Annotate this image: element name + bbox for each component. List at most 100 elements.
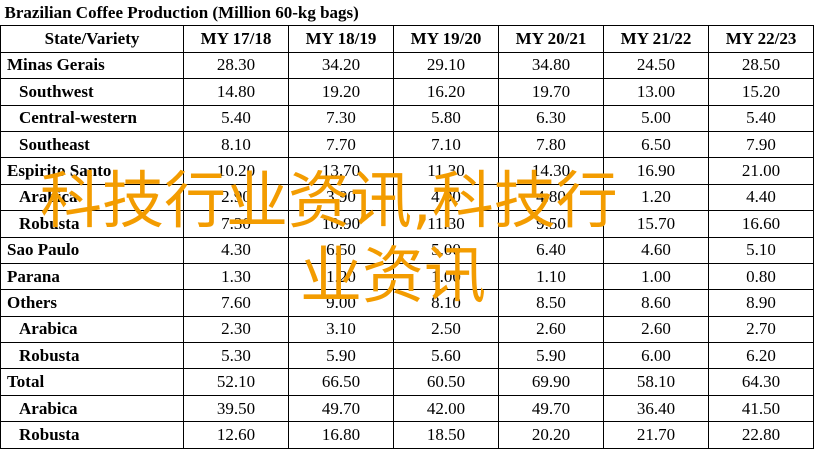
value-cell: 5.10 (707, 236, 814, 264)
value-cell: 5.40 (183, 104, 289, 132)
row-label: Minas Gerais (0, 51, 184, 80)
data-row: Robusta 7.30 10.90 11.30 9.50 15.70 16.60 (0, 210, 814, 238)
value-cell: 8.50 (498, 289, 604, 317)
value-cell: 13.70 (288, 157, 394, 185)
value-cell: 4.80 (498, 183, 604, 212)
value-cell: 7.30 (288, 104, 394, 132)
row-label: Parana (0, 262, 184, 291)
value-cell: 12.60 (183, 421, 289, 449)
value-cell: 28.30 (183, 51, 289, 80)
value-cell: 7.80 (498, 130, 604, 159)
value-cell: 5.60 (393, 342, 499, 370)
value-cell: 64.30 (707, 368, 814, 396)
value-cell: 6.30 (498, 104, 604, 132)
value-cell: 1.30 (183, 262, 289, 291)
value-cell: 6.40 (498, 236, 604, 264)
value-cell: 8.90 (707, 289, 814, 317)
row-label: Sao Paulo (0, 236, 184, 264)
value-cell: 8.10 (393, 289, 499, 317)
value-cell: 19.20 (288, 78, 394, 106)
value-cell: 49.70 (288, 394, 394, 423)
title-row: Brazilian Coffee Production (Million 60-… (0, 0, 814, 27)
value-cell: 16.90 (603, 157, 709, 185)
row-label: Others (0, 289, 184, 317)
value-cell: 5.80 (393, 104, 499, 132)
header-row: State/Variety MY 17/18 MY 18/19 MY 19/20 MY … (0, 25, 814, 53)
value-cell: 1.00 (393, 262, 499, 291)
header-cell: MY 21/22 (603, 25, 709, 53)
value-cell: 42.00 (393, 394, 499, 423)
value-cell: 3.10 (288, 315, 394, 344)
value-cell: 7.90 (707, 130, 814, 159)
row-label: Southeast (0, 130, 184, 159)
data-row: Parana 1.30 1.20 1.00 1.10 1.00 0.80 (0, 262, 814, 291)
value-cell: 14.30 (498, 157, 604, 185)
value-cell: 6.50 (603, 130, 709, 159)
table-title: Brazilian Coffee Production (Million 60-… (0, 0, 814, 27)
value-cell: 15.70 (603, 210, 709, 238)
data-row: Espirito Santo 10.20 13.70 11.30 14.30 16.90 2… (0, 157, 814, 185)
data-row: Southeast 8.10 7.70 7.10 7.80 6.50 7.90 (0, 130, 814, 159)
value-cell: 13.00 (603, 78, 709, 106)
data-row: Arabica 2.90 3.90 4.00 4.80 1.20 4.40 (0, 183, 814, 212)
value-cell: 18.50 (393, 421, 499, 449)
data-row: Robusta 12.60 16.80 18.50 20.20 21.70 22.80 (0, 421, 814, 449)
value-cell: 52.10 (183, 368, 289, 396)
row-label: Robusta (0, 421, 184, 449)
row-label: Robusta (0, 210, 184, 238)
data-row: Others 7.60 9.00 8.10 8.50 8.60 8.90 (0, 289, 814, 317)
value-cell: 2.70 (707, 315, 814, 344)
row-label: Central-western (0, 104, 184, 132)
value-cell: 21.70 (603, 421, 709, 449)
value-cell: 8.10 (183, 130, 289, 159)
value-cell: 3.90 (288, 183, 394, 212)
row-label: Espirito Santo (0, 157, 184, 185)
value-cell: 2.90 (183, 183, 289, 212)
value-cell: 1.20 (288, 262, 394, 291)
value-cell: 2.60 (603, 315, 709, 344)
value-cell: 10.90 (288, 210, 394, 238)
value-cell: 10.20 (183, 157, 289, 185)
value-cell: 14.80 (183, 78, 289, 106)
value-cell: 22.80 (707, 421, 814, 449)
value-cell: 2.60 (498, 315, 604, 344)
value-cell: 0.80 (707, 262, 814, 291)
value-cell: 5.30 (183, 342, 289, 370)
row-label: Total (0, 368, 184, 396)
value-cell: 4.60 (603, 236, 709, 264)
row-label: Arabica (0, 315, 184, 344)
value-cell: 4.40 (707, 183, 814, 212)
value-cell: 11.30 (393, 157, 499, 185)
data-row: Central-western 5.40 7.30 5.80 6.30 5.00 5.40 (0, 104, 814, 132)
data-row: Total 52.10 66.50 60.50 69.90 58.10 64.30 (0, 368, 814, 396)
value-cell: 15.20 (707, 78, 814, 106)
data-row: Robusta 5.30 5.90 5.60 5.90 6.00 6.20 (0, 342, 814, 370)
value-cell: 5.90 (288, 342, 394, 370)
value-cell: 6.00 (603, 342, 709, 370)
value-cell: 7.30 (183, 210, 289, 238)
header-cell: MY 18/19 (288, 25, 394, 53)
value-cell: 4.30 (183, 236, 289, 264)
value-cell: 20.20 (498, 421, 604, 449)
value-cell: 9.00 (288, 289, 394, 317)
value-cell: 4.00 (393, 183, 499, 212)
value-cell: 49.70 (498, 394, 604, 423)
value-cell: 5.00 (393, 236, 499, 264)
value-cell: 19.70 (498, 78, 604, 106)
value-cell: 5.00 (603, 104, 709, 132)
value-cell: 2.30 (183, 315, 289, 344)
value-cell: 36.40 (603, 394, 709, 423)
value-cell: 69.90 (498, 368, 604, 396)
value-cell: 66.50 (288, 368, 394, 396)
value-cell: 2.50 (393, 315, 499, 344)
value-cell: 16.80 (288, 421, 394, 449)
value-cell: 28.50 (707, 51, 814, 80)
value-cell: 5.90 (498, 342, 604, 370)
value-cell: 7.70 (288, 130, 394, 159)
value-cell: 29.10 (393, 51, 499, 80)
value-cell: 1.20 (603, 183, 709, 212)
data-row: Sao Paulo 4.30 6.50 5.00 6.40 4.60 5.10 (0, 236, 814, 264)
